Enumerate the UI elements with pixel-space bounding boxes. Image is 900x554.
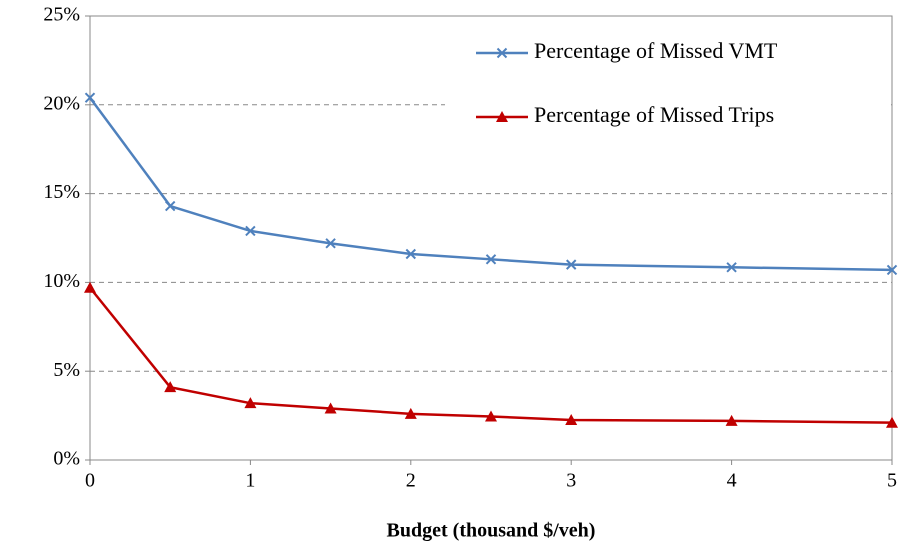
legend-box (445, 17, 891, 145)
marker (886, 416, 898, 428)
y-tick-label: 20% (43, 92, 80, 114)
y-tick-label: 10% (43, 270, 80, 292)
y-tick-label: 25% (43, 4, 80, 26)
marker (726, 262, 737, 273)
legend-marker (496, 47, 508, 59)
marker (404, 407, 417, 419)
marker (324, 402, 337, 414)
marker (164, 200, 176, 212)
marker (164, 381, 177, 393)
x-tick-label: 1 (245, 470, 255, 492)
legend-marker (496, 111, 508, 122)
x-tick-label: 2 (406, 470, 416, 492)
marker (485, 254, 497, 265)
legend-label: Percentage of Missed Trips (534, 102, 774, 127)
marker (886, 264, 898, 276)
y-tick-label: 15% (43, 181, 80, 203)
marker (565, 259, 577, 270)
marker (405, 248, 417, 260)
y-tick-label: 0% (53, 448, 80, 470)
x-tick-label: 5 (887, 470, 897, 492)
x-axis-title: Budget (thousand $/veh) (387, 520, 596, 542)
series-line (89, 286, 893, 424)
x-tick-label: 3 (566, 470, 576, 492)
x-tick-label: 0 (85, 470, 95, 492)
marker (485, 410, 497, 422)
marker (244, 397, 257, 409)
x-tick-label: 4 (727, 470, 737, 492)
y-tick-label: 5% (53, 359, 80, 381)
marker (245, 225, 256, 237)
plot-border (89, 15, 893, 461)
marker (325, 238, 336, 249)
marker (84, 281, 96, 293)
marker (565, 414, 578, 426)
legend: Percentage of Missed VMT Percentage of Mi… (445, 17, 891, 145)
legend-label: Percentage of Missed VMT (534, 38, 778, 63)
marker (725, 414, 738, 426)
marker (84, 92, 96, 103)
